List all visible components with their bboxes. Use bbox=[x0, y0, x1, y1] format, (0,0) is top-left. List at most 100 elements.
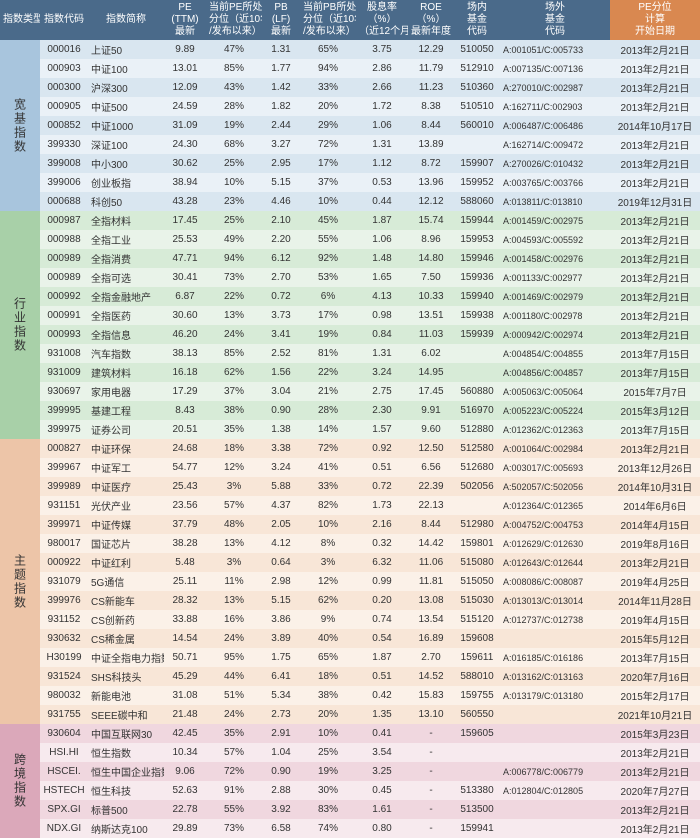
cell: 930632 bbox=[40, 629, 88, 648]
cell: CS稀金属 bbox=[88, 629, 164, 648]
cell bbox=[500, 800, 610, 819]
cell: A:007135/C:007136 bbox=[500, 59, 610, 78]
cell: 24% bbox=[206, 629, 262, 648]
table-row: 980017国证芯片38.2813%4.128%0.3214.42159801A… bbox=[0, 534, 700, 553]
cell: 9.91 bbox=[408, 401, 454, 420]
cell: 159608 bbox=[454, 629, 500, 648]
table-row: 9310795G通信25.1111%2.9812%0.9911.81515050… bbox=[0, 572, 700, 591]
table-row: 主题指数000827中证环保24.6818%3.3872%0.9212.5051… bbox=[0, 439, 700, 458]
cell: 全指金融地产 bbox=[88, 287, 164, 306]
cell: 159946 bbox=[454, 249, 500, 268]
cell: 2013年2月21日 bbox=[610, 59, 700, 78]
cell: 72% bbox=[300, 135, 356, 154]
cell: - bbox=[408, 762, 454, 781]
cell: 2013年2月21日 bbox=[610, 230, 700, 249]
cell: 23.56 bbox=[164, 496, 206, 515]
cell: 3.92 bbox=[262, 800, 300, 819]
cell: 4.12 bbox=[262, 534, 300, 553]
cell: 159936 bbox=[454, 268, 500, 287]
cell: 30.41 bbox=[164, 268, 206, 287]
cell: 2.88 bbox=[262, 781, 300, 800]
cell: 11.81 bbox=[408, 572, 454, 591]
table-row: 000993全指信息46.2024%3.4119%0.8411.03159939… bbox=[0, 325, 700, 344]
cell bbox=[454, 743, 500, 762]
cell: A:001064/C:002984 bbox=[500, 439, 610, 458]
cell: 2015年7月7日 bbox=[610, 382, 700, 401]
cell: 515080 bbox=[454, 553, 500, 572]
cell: A:003765/C:003766 bbox=[500, 173, 610, 192]
cell: 25.53 bbox=[164, 230, 206, 249]
cell: 000905 bbox=[40, 97, 88, 116]
cell: 2019年4月15日 bbox=[610, 610, 700, 629]
cell: 0.51 bbox=[356, 458, 408, 477]
cell: 54.77 bbox=[164, 458, 206, 477]
cell: 65% bbox=[300, 648, 356, 667]
cell: 399006 bbox=[40, 173, 88, 192]
cell: 588060 bbox=[454, 192, 500, 211]
table-row: 000989全指消费47.7194%6.1292%1.4814.80159946… bbox=[0, 249, 700, 268]
cell: 2013年2月21日 bbox=[610, 211, 700, 230]
cell: 14.42 bbox=[408, 534, 454, 553]
cell: 12.12 bbox=[408, 192, 454, 211]
cell bbox=[454, 135, 500, 154]
cell: 000987 bbox=[40, 211, 88, 230]
cell: 000688 bbox=[40, 192, 88, 211]
table-row: 931008汽车指数38.1385%2.5281%1.316.02A:00485… bbox=[0, 344, 700, 363]
cell: 159941 bbox=[454, 819, 500, 838]
table-row: HSCEI.恒生中国企业指数9.0672%0.9019%3.25-A:00677… bbox=[0, 762, 700, 781]
cell: 5.34 bbox=[262, 686, 300, 705]
cell: 2.20 bbox=[262, 230, 300, 249]
header-fund_in: 场内基金代码 bbox=[454, 0, 500, 40]
cell: 18% bbox=[300, 667, 356, 686]
cell: 931079 bbox=[40, 572, 88, 591]
cell: 2013年2月21日 bbox=[610, 762, 700, 781]
cell: 0.42 bbox=[356, 686, 408, 705]
cell: 0.90 bbox=[262, 401, 300, 420]
table-row: H30199中证全指电力指数50.7195%1.7565%1.872.70159… bbox=[0, 648, 700, 667]
cell: 399976 bbox=[40, 591, 88, 610]
cell: 6.32 bbox=[356, 553, 408, 572]
cell: A:012737/C:012738 bbox=[500, 610, 610, 629]
cell: 560550 bbox=[454, 705, 500, 724]
cell: 12% bbox=[300, 572, 356, 591]
cell: 中证军工 bbox=[88, 458, 164, 477]
cell: HSI.HI bbox=[40, 743, 88, 762]
cell: 0.51 bbox=[356, 667, 408, 686]
cell: 中证500 bbox=[88, 97, 164, 116]
cell: 8.44 bbox=[408, 116, 454, 135]
header-div: 股息率（%）（近12个月） bbox=[356, 0, 408, 40]
cell: 2015年3月23日 bbox=[610, 724, 700, 743]
cell: 10% bbox=[206, 173, 262, 192]
cell: 931151 bbox=[40, 496, 88, 515]
cell: 000016 bbox=[40, 40, 88, 59]
cell: 19% bbox=[300, 325, 356, 344]
cell: 10% bbox=[300, 192, 356, 211]
cell: 159940 bbox=[454, 287, 500, 306]
table-row: 000988全指工业25.5349%2.2055%1.068.96159953A… bbox=[0, 230, 700, 249]
cell: 512910 bbox=[454, 59, 500, 78]
cell: 中国互联网30 bbox=[88, 724, 164, 743]
cell: HSTECH bbox=[40, 781, 88, 800]
header-pb: PB(LF)最新 bbox=[262, 0, 300, 40]
cell: A:012643/C:012644 bbox=[500, 553, 610, 572]
cell: HSCEI. bbox=[40, 762, 88, 781]
cell: 全指工业 bbox=[88, 230, 164, 249]
table-row: HSI.HI恒生指数10.3457%1.0425%3.54-2013年2月21日 bbox=[0, 743, 700, 762]
cell: 24.68 bbox=[164, 439, 206, 458]
cell: 恒生指数 bbox=[88, 743, 164, 762]
cell: 13.01 bbox=[164, 59, 206, 78]
cell: 1.77 bbox=[262, 59, 300, 78]
cell: 恒生科技 bbox=[88, 781, 164, 800]
cell: 2013年7月15日 bbox=[610, 344, 700, 363]
cell: 0.20 bbox=[356, 591, 408, 610]
cell: 2015年3月12日 bbox=[610, 401, 700, 420]
cell: 2019年12月31日 bbox=[610, 192, 700, 211]
cell: 8.43 bbox=[164, 401, 206, 420]
cell: 13% bbox=[206, 591, 262, 610]
cell: 21.48 bbox=[164, 705, 206, 724]
cell: 14% bbox=[300, 420, 356, 439]
cell: 30.62 bbox=[164, 154, 206, 173]
cell: 3.25 bbox=[356, 762, 408, 781]
cell: 502056 bbox=[454, 477, 500, 496]
cell: 22.78 bbox=[164, 800, 206, 819]
